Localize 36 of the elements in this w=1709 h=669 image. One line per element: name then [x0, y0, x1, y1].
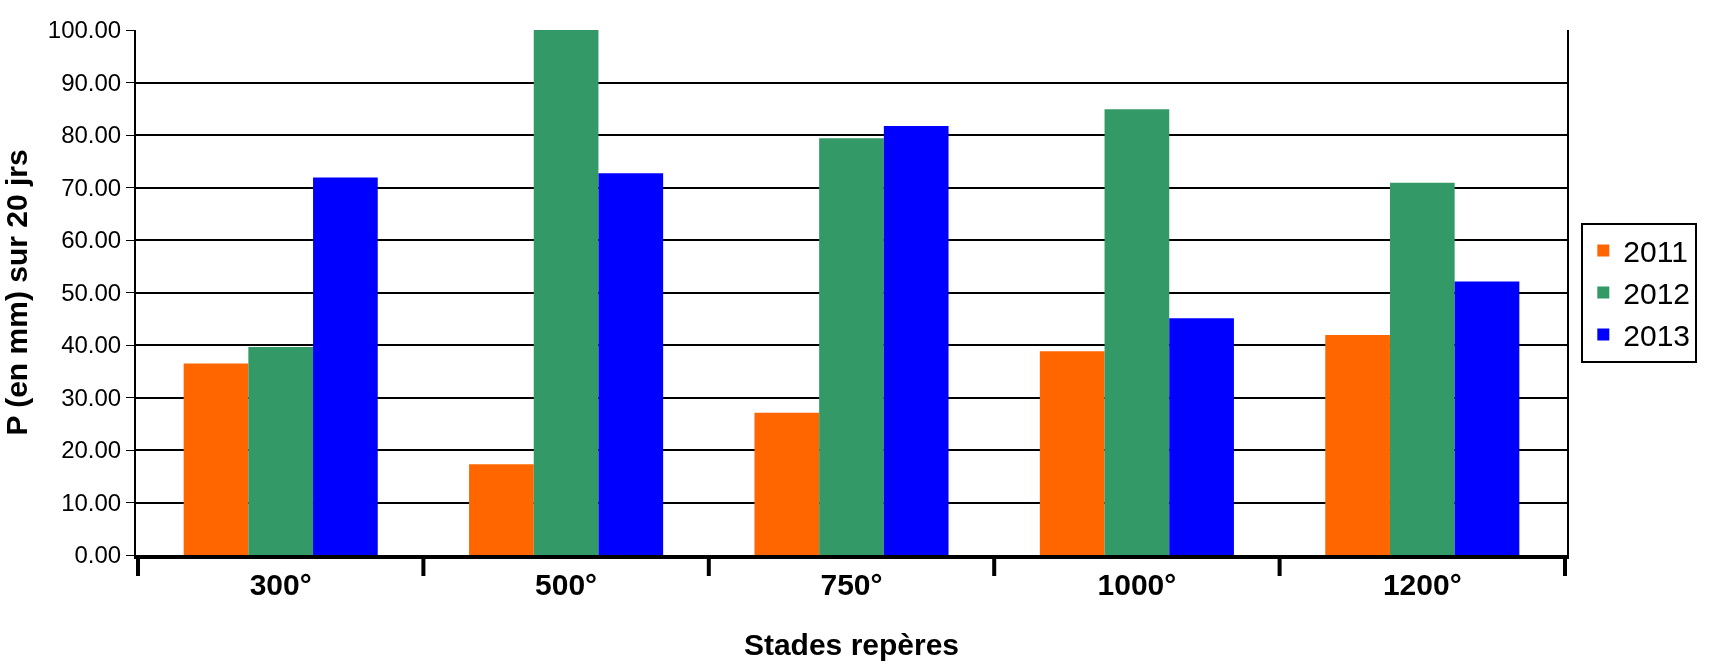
bar: [183, 363, 249, 555]
bar: [469, 464, 534, 555]
legend-label: 2013: [1623, 319, 1691, 353]
x-axis-title: Stades repères: [743, 628, 960, 661]
x-tick-label: 750°: [820, 568, 883, 601]
y-tick-label: 30.00: [61, 383, 122, 411]
legend-label: 2012: [1623, 277, 1691, 311]
bar: [313, 177, 378, 555]
x-tick-label: 1000°: [1097, 568, 1177, 601]
bar: [248, 347, 314, 555]
y-tick-label: 50.00: [61, 278, 122, 306]
y-tick-label: 10.00: [61, 488, 122, 516]
x-tick-label: 500°: [535, 568, 598, 601]
bar: [754, 412, 820, 555]
bar: [819, 138, 884, 555]
y-tick-label: 90.00: [61, 68, 122, 96]
bar: [1325, 335, 1390, 555]
bar: [1454, 281, 1520, 555]
legend-label: 2011: [1623, 235, 1688, 269]
x-tick-label: 1200°: [1382, 568, 1462, 601]
bar: [1104, 109, 1170, 555]
y-tick-label: 60.00: [61, 226, 122, 254]
y-tick-label: 80.00: [61, 121, 122, 149]
x-tick-label: 300°: [249, 568, 312, 601]
y-tick-label: 20.00: [61, 436, 122, 464]
y-tick-label: 70.00: [61, 173, 122, 201]
bar: [598, 173, 664, 555]
y-tick-label: 100.00: [47, 16, 122, 44]
bar: [1169, 318, 1234, 555]
y-tick-label: 40.00: [61, 331, 122, 359]
bar: [883, 126, 949, 555]
bar: [533, 30, 599, 555]
bar: [1039, 351, 1105, 555]
y-tick-label: 0.00: [74, 541, 122, 569]
y-axis-title: P (en mm) sur 20 jrs: [0, 149, 33, 436]
bar: [1389, 182, 1455, 555]
